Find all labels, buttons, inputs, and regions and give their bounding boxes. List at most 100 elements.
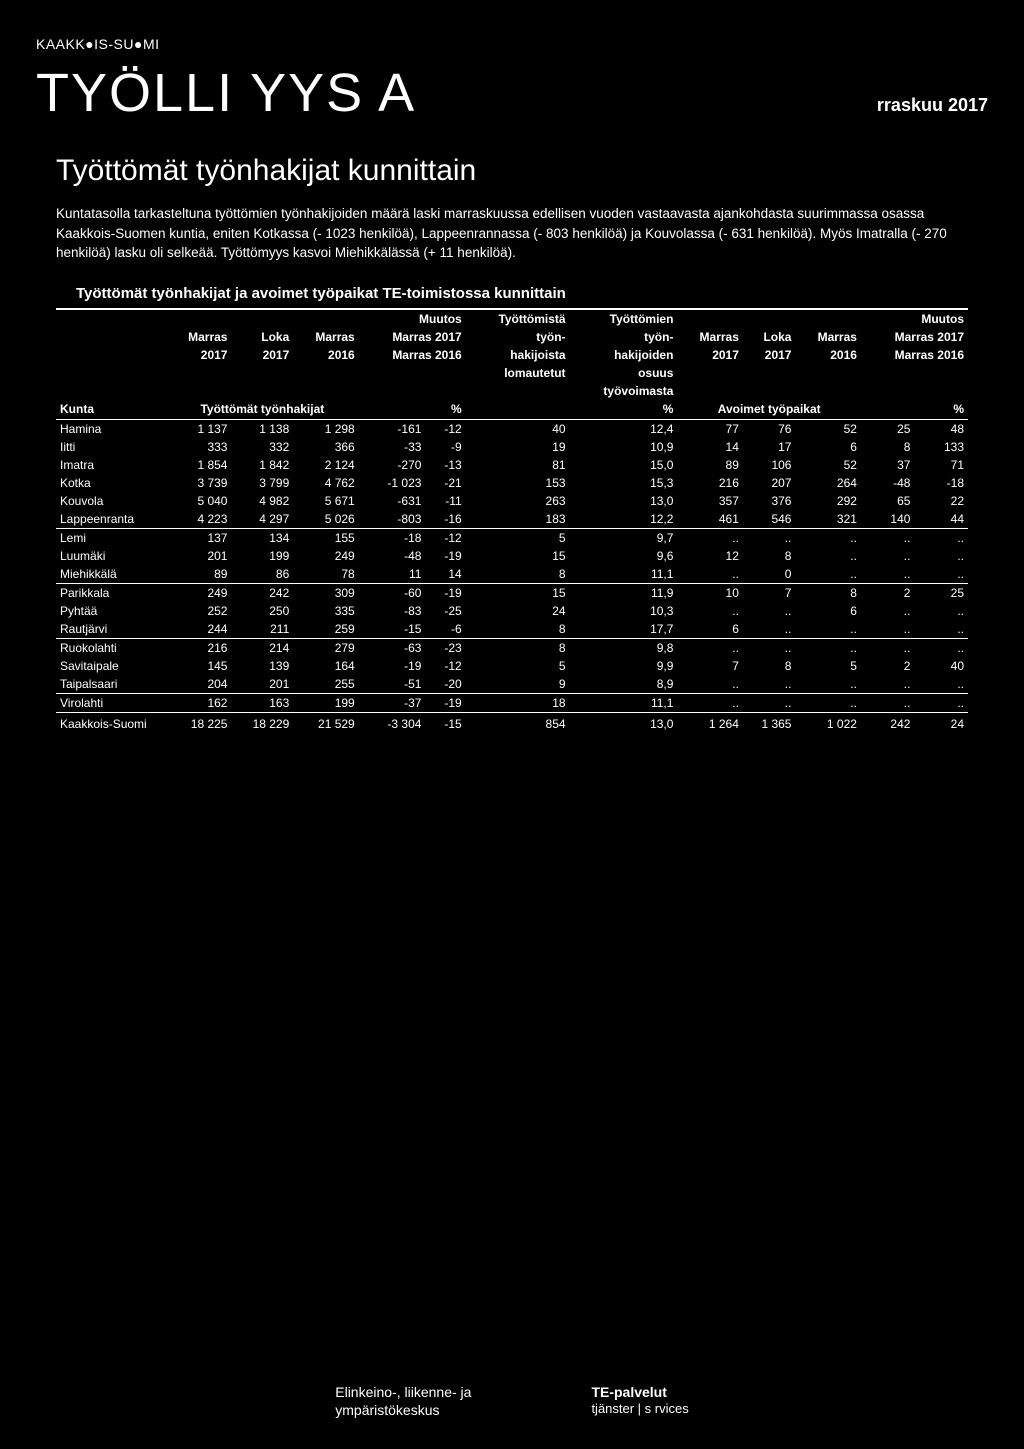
- cell-value: 201: [231, 675, 293, 694]
- hdr-kunta: Kunta: [56, 400, 166, 420]
- cell-value: -12: [425, 657, 465, 675]
- cell-value: ..: [861, 693, 914, 712]
- cell-value: ..: [743, 620, 796, 639]
- cell-value: -19: [359, 657, 426, 675]
- hdr: Marras 2016: [861, 346, 968, 364]
- cell-value: 1 138: [231, 419, 293, 438]
- cell-value: 207: [743, 474, 796, 492]
- cell-value: 335: [293, 602, 358, 620]
- cell-value: 1 298: [293, 419, 358, 438]
- cell-value: 52: [795, 419, 860, 438]
- table-row: Virolahti162163199-37-191811,1..........: [56, 693, 968, 712]
- table-title: Työttömät työnhakijat ja avoimet työpaik…: [56, 285, 968, 302]
- cell-value: -9: [425, 438, 465, 456]
- cell-value: 162: [166, 693, 231, 712]
- hdr: Loka: [743, 328, 796, 346]
- cell-value: ..: [861, 547, 914, 565]
- cell-kunta: Lappeenranta: [56, 510, 166, 529]
- cell-value: 71: [914, 456, 968, 474]
- cell-value: -37: [359, 693, 426, 712]
- header-row-3: 2017 2017 2016 Marras 2016 hakijoista ha…: [56, 346, 968, 364]
- cell-kunta: Iitti: [56, 438, 166, 456]
- cell-value: ..: [677, 638, 742, 657]
- cell-kunta: Ruokolahti: [56, 638, 166, 657]
- cell-value: 106: [743, 456, 796, 474]
- hdr: hakijoiden: [570, 346, 678, 364]
- cell-value: -11: [425, 492, 465, 510]
- main-title: TYÖLLI YYS A: [36, 62, 416, 124]
- hdr: hakijoista: [466, 346, 570, 364]
- hdr: Marras: [795, 328, 860, 346]
- cell-value: 279: [293, 638, 358, 657]
- cell-value: ..: [795, 675, 860, 694]
- cell-value: 164: [293, 657, 358, 675]
- cell-value: 5: [466, 657, 570, 675]
- cell-value: 6: [795, 438, 860, 456]
- cell-value: ..: [795, 638, 860, 657]
- cell-value: ..: [743, 638, 796, 657]
- hdr: 2017: [166, 346, 231, 364]
- cell-kunta: Kotka: [56, 474, 166, 492]
- cell-kunta: Lemi: [56, 528, 166, 547]
- cell-value: ..: [914, 528, 968, 547]
- cell-value: ..: [914, 602, 968, 620]
- cell-value: 292: [795, 492, 860, 510]
- cell-value: -48: [861, 474, 914, 492]
- cell-value: 7: [677, 657, 742, 675]
- cell-value: 13,0: [570, 712, 678, 733]
- cell-value: 263: [466, 492, 570, 510]
- cell-kunta: Luumäki: [56, 547, 166, 565]
- cell-value: 6: [677, 620, 742, 639]
- cell-value: 216: [166, 638, 231, 657]
- table-row: Lappeenranta4 2234 2975 026-803-1618312,…: [56, 510, 968, 529]
- cell-value: 216: [677, 474, 742, 492]
- cell-value: 134: [231, 528, 293, 547]
- cell-value: ..: [795, 620, 860, 639]
- cell-value: -21: [425, 474, 465, 492]
- cell-value: -803: [359, 510, 426, 529]
- hdr: työn-: [466, 328, 570, 346]
- header-row-6: Kunta Työttömät työnhakijat % % Avoimet …: [56, 400, 968, 420]
- intro-paragraph: Kuntatasolla tarkasteltuna työttömien ty…: [56, 204, 968, 263]
- cell-value: 14: [677, 438, 742, 456]
- cell-value: -270: [359, 456, 426, 474]
- cell-value: 13,0: [570, 492, 678, 510]
- cell-value: 8: [743, 547, 796, 565]
- cell-value: 1 854: [166, 456, 231, 474]
- cell-value: 333: [166, 438, 231, 456]
- cell-value: -15: [425, 712, 465, 733]
- section-title: Työttömät työnhakijat kunnittain: [56, 154, 968, 188]
- cell-value: 249: [293, 547, 358, 565]
- cell-value: 4 223: [166, 510, 231, 529]
- cell-value: 10,9: [570, 438, 678, 456]
- cell-value: ..: [795, 565, 860, 584]
- cell-value: 15,0: [570, 456, 678, 474]
- cell-value: 15,3: [570, 474, 678, 492]
- cell-value: -25: [425, 602, 465, 620]
- cell-value: 1 365: [743, 712, 796, 733]
- cell-value: 5: [466, 528, 570, 547]
- cell-value: -16: [425, 510, 465, 529]
- cell-value: 22: [914, 492, 968, 510]
- cell-value: ..: [914, 547, 968, 565]
- table-row: Luumäki201199249-48-19159,6128......: [56, 547, 968, 565]
- header-row-4: lomautetut osuus: [56, 364, 968, 382]
- cell-value: 9,7: [570, 528, 678, 547]
- hdr: osuus: [570, 364, 678, 382]
- cell-value: ..: [914, 565, 968, 584]
- cell-value: 17: [743, 438, 796, 456]
- cell-value: 332: [231, 438, 293, 456]
- cell-value: ..: [677, 528, 742, 547]
- table-row: Taipalsaari204201255-51-2098,9..........: [56, 675, 968, 694]
- cell-value: ..: [743, 602, 796, 620]
- cell-value: ..: [914, 620, 968, 639]
- cell-value: 214: [231, 638, 293, 657]
- cell-value: 21 529: [293, 712, 358, 733]
- hdr-pct: %: [570, 400, 678, 420]
- cell-value: 1 842: [231, 456, 293, 474]
- hdr: 2017: [677, 346, 742, 364]
- cell-kunta: Taipalsaari: [56, 675, 166, 694]
- cell-value: 2: [861, 657, 914, 675]
- table-row: Miehikkälä8986781114811,1..0......: [56, 565, 968, 584]
- cell-value: -15: [359, 620, 426, 639]
